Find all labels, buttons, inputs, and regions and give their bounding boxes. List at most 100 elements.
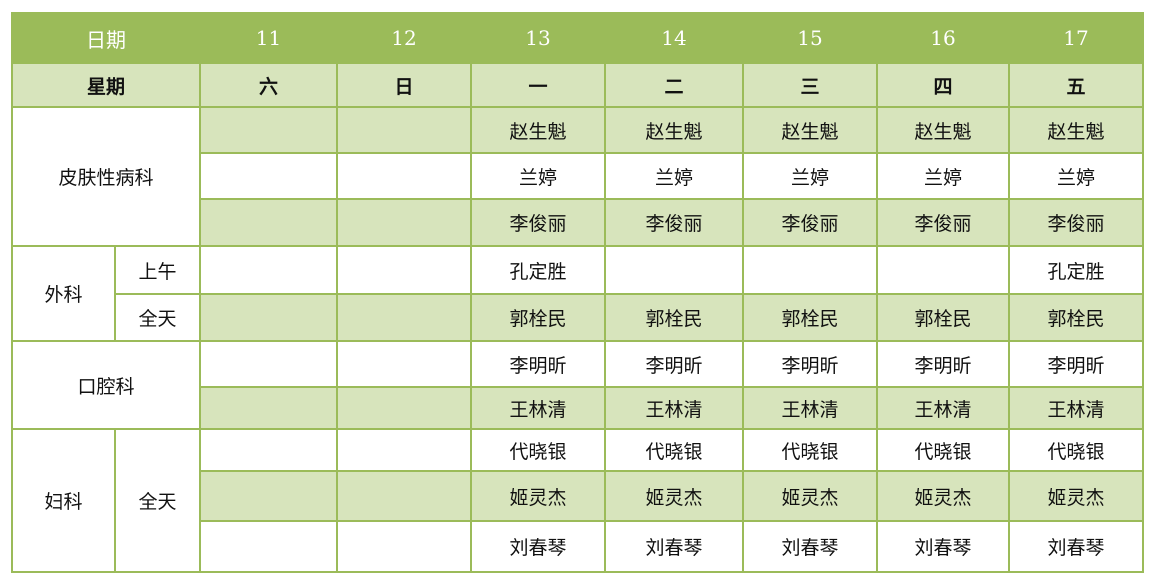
doctor-cell: 姬灵杰 [742, 470, 878, 522]
doctor-cell [336, 386, 472, 430]
doctor-cell: 赵生魁 [604, 106, 744, 154]
doctor-cell [199, 198, 338, 247]
doctor-cell: 李明昕 [604, 340, 744, 388]
session-cell: 上午 [114, 245, 201, 295]
doctor-cell [199, 428, 338, 472]
doctor-cell [199, 106, 338, 154]
doctor-cell: 姬灵杰 [470, 470, 606, 522]
doctor-cell: 代晓银 [470, 428, 606, 472]
doctor-cell: 赵生魁 [1008, 106, 1144, 154]
department-cell: 妇科 [11, 428, 116, 573]
doctor-cell: 李俊丽 [742, 198, 878, 247]
session-cell: 全天 [114, 293, 201, 342]
doctor-cell: 王林清 [470, 386, 606, 430]
date-label: 日期 [11, 12, 201, 64]
doctor-cell: 赵生魁 [742, 106, 878, 154]
doctor-cell [199, 245, 338, 295]
doctor-cell: 姬灵杰 [1008, 470, 1144, 522]
department-cell: 外科 [11, 245, 116, 342]
doctor-cell: 刘春琴 [1008, 520, 1144, 573]
date-cell: 13 [470, 12, 606, 64]
date-cell: 14 [604, 12, 744, 64]
date-header-row: 日期 11 12 13 14 15 16 17 [11, 12, 1144, 64]
roster-row: 王林清 王林清 王林清 王林清 王林清 [12, 386, 1144, 430]
doctor-cell: 刘春琴 [470, 520, 606, 573]
date-cell: 12 [336, 12, 472, 64]
roster-row: 外科 上午 孔定胜 孔定胜 [11, 245, 1144, 342]
doctor-cell: 姬灵杰 [604, 470, 744, 522]
doctor-cell [336, 293, 472, 342]
weekday-cell: 三 [742, 62, 878, 108]
doctor-cell: 孔定胜 [1008, 245, 1144, 295]
doctor-cell: 兰婷 [876, 152, 1010, 200]
doctor-cell: 郭栓民 [604, 293, 744, 342]
doctor-cell: 王林清 [876, 386, 1010, 430]
doctor-cell: 王林清 [604, 386, 744, 430]
doctor-cell [199, 340, 338, 388]
doctor-cell: 李明昕 [1008, 340, 1144, 388]
doctor-cell: 代晓银 [604, 428, 744, 472]
doctor-cell: 兰婷 [604, 152, 744, 200]
roster-row: 口腔科 李明昕 李明昕 李明昕 李明昕 李明昕 [11, 340, 1144, 430]
date-cell: 17 [1008, 12, 1144, 64]
doctor-cell [336, 470, 472, 522]
weekday-cell: 二 [604, 62, 744, 108]
doctor-cell: 赵生魁 [470, 106, 606, 154]
weekday-cell: 日 [336, 62, 472, 108]
doctor-cell [876, 245, 1010, 295]
date-cell: 15 [742, 12, 878, 64]
doctor-cell: 孔定胜 [470, 245, 606, 295]
department-cell: 口腔科 [11, 340, 201, 430]
doctor-cell: 郭栓民 [876, 293, 1010, 342]
doctor-cell: 王林清 [742, 386, 878, 430]
roster-row: 兰婷 兰婷 兰婷 兰婷 兰婷 [12, 152, 1144, 200]
doctor-cell: 郭栓民 [470, 293, 606, 342]
doctor-cell: 李明昕 [470, 340, 606, 388]
doctor-cell [604, 245, 744, 295]
doctor-cell: 刘春琴 [876, 520, 1010, 573]
doctor-cell: 兰婷 [742, 152, 878, 200]
doctor-cell: 代晓银 [876, 428, 1010, 472]
weekday-cell: 六 [199, 62, 338, 108]
roster-row: 刘春琴 刘春琴 刘春琴 刘春琴 刘春琴 [12, 520, 1144, 573]
roster-row: 全天 郭栓民 郭栓民 郭栓民 郭栓民 郭栓民 [12, 293, 1144, 342]
doctor-cell [742, 245, 878, 295]
department-cell: 皮肤性病科 [11, 106, 201, 247]
doctor-cell: 王林清 [1008, 386, 1144, 430]
doctor-cell [336, 106, 472, 154]
doctor-cell: 李俊丽 [604, 198, 744, 247]
doctor-cell: 李俊丽 [470, 198, 606, 247]
weekday-cell: 四 [876, 62, 1010, 108]
doctor-cell: 赵生魁 [876, 106, 1010, 154]
doctor-cell: 兰婷 [470, 152, 606, 200]
doctor-cell [336, 152, 472, 200]
doctor-cell: 兰婷 [1008, 152, 1144, 200]
weekday-cell: 一 [470, 62, 606, 108]
weekday-cell: 五 [1008, 62, 1144, 108]
doctor-cell [199, 520, 338, 573]
doctor-cell: 李俊丽 [876, 198, 1010, 247]
doctor-cell: 郭栓民 [1008, 293, 1144, 342]
roster-row: 李俊丽 李俊丽 李俊丽 李俊丽 李俊丽 [12, 198, 1144, 247]
roster-row: 妇科 全天 代晓银 代晓银 代晓银 代晓银 代晓银 [11, 428, 1144, 573]
doctor-cell [199, 386, 338, 430]
doctor-cell: 姬灵杰 [876, 470, 1010, 522]
date-cell: 16 [876, 12, 1010, 64]
duty-roster-table: 日期 11 12 13 14 15 16 17 星期 六 日 一 二 三 四 五… [11, 12, 1144, 573]
doctor-cell [336, 520, 472, 573]
doctor-cell: 代晓银 [1008, 428, 1144, 472]
doctor-cell [336, 428, 472, 472]
doctor-cell: 刘春琴 [604, 520, 744, 573]
roster-row: 姬灵杰 姬灵杰 姬灵杰 姬灵杰 姬灵杰 [12, 470, 1144, 522]
doctor-cell: 李俊丽 [1008, 198, 1144, 247]
weekday-label: 星期 [11, 62, 201, 108]
doctor-cell [199, 470, 338, 522]
session-cell: 全天 [114, 428, 201, 573]
roster-row: 皮肤性病科 赵生魁 赵生魁 赵生魁 赵生魁 赵生魁 [11, 106, 1144, 247]
doctor-cell [336, 245, 472, 295]
doctor-cell: 李明昕 [876, 340, 1010, 388]
doctor-cell [336, 198, 472, 247]
doctor-cell [199, 152, 338, 200]
weekday-row: 星期 六 日 一 二 三 四 五 [11, 62, 1144, 108]
doctor-cell: 刘春琴 [742, 520, 878, 573]
